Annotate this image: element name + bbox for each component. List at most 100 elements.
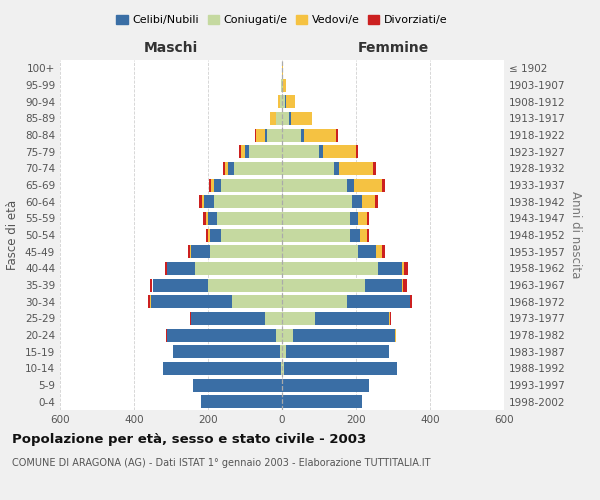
Bar [206, 212, 208, 225]
Bar [354, 178, 382, 192]
Bar [281, 362, 282, 375]
Bar [276, 112, 277, 125]
Bar [282, 145, 319, 158]
Bar [245, 145, 249, 158]
Legend: Celibi/Nubili, Coniugati/e, Vedovi/e, Divorziati/e: Celibi/Nubili, Coniugati/e, Vedovi/e, Di… [112, 10, 452, 30]
Bar [282, 395, 362, 408]
Bar [265, 128, 267, 141]
Bar [208, 278, 282, 291]
Bar [152, 278, 208, 291]
Bar [256, 128, 265, 141]
Text: Popolazione per età, sesso e stato civile - 2003: Popolazione per età, sesso e stato civil… [12, 432, 366, 446]
Bar [350, 212, 358, 225]
Bar [389, 312, 390, 325]
Bar [191, 312, 265, 325]
Bar [190, 245, 191, 258]
Bar [282, 345, 286, 358]
Bar [241, 145, 245, 158]
Bar [206, 228, 208, 241]
Bar [301, 128, 304, 141]
Bar [195, 262, 282, 275]
Bar [282, 62, 283, 75]
Bar [200, 395, 282, 408]
Bar [150, 278, 152, 291]
Bar [335, 128, 337, 141]
Bar [267, 128, 282, 141]
Bar [165, 262, 167, 275]
Bar [358, 212, 367, 225]
Bar [202, 195, 204, 208]
Bar [282, 195, 352, 208]
Bar [281, 78, 282, 92]
Bar [340, 162, 373, 175]
Bar [167, 262, 195, 275]
Bar [347, 178, 354, 192]
Bar [223, 162, 224, 175]
Bar [193, 378, 282, 392]
Bar [188, 245, 190, 258]
Bar [214, 178, 221, 192]
Bar [358, 245, 376, 258]
Bar [280, 345, 282, 358]
Bar [283, 78, 286, 92]
Bar [151, 295, 232, 308]
Bar [282, 112, 289, 125]
Bar [304, 128, 335, 141]
Bar [395, 328, 397, 342]
Bar [403, 278, 407, 291]
Bar [148, 295, 150, 308]
Y-axis label: Fasce di età: Fasce di età [7, 200, 19, 270]
Bar [282, 128, 301, 141]
Bar [378, 262, 402, 275]
Bar [270, 112, 276, 125]
Bar [234, 162, 282, 175]
Bar [402, 262, 404, 275]
Bar [352, 195, 362, 208]
Bar [163, 362, 281, 375]
Bar [224, 162, 229, 175]
Bar [191, 245, 210, 258]
Bar [347, 295, 410, 308]
Bar [402, 278, 403, 291]
Bar [404, 262, 408, 275]
Bar [282, 328, 293, 342]
Bar [211, 178, 214, 192]
Bar [382, 245, 385, 258]
Text: Maschi: Maschi [144, 41, 198, 55]
Bar [282, 295, 347, 308]
Bar [150, 295, 151, 308]
Bar [293, 328, 395, 342]
Bar [367, 228, 369, 241]
Bar [221, 178, 282, 192]
Bar [316, 312, 389, 325]
Bar [210, 228, 221, 241]
Bar [286, 345, 389, 358]
Bar [282, 212, 350, 225]
Bar [289, 112, 291, 125]
Bar [277, 112, 282, 125]
Bar [190, 312, 191, 325]
Bar [360, 228, 367, 241]
Bar [199, 195, 202, 208]
Bar [278, 95, 280, 108]
Bar [350, 228, 360, 241]
Bar [282, 278, 365, 291]
Bar [209, 178, 211, 192]
Bar [367, 212, 369, 225]
Bar [282, 178, 347, 192]
Bar [282, 262, 378, 275]
Bar [217, 212, 282, 225]
Bar [282, 78, 283, 92]
Bar [232, 295, 282, 308]
Bar [410, 295, 412, 308]
Bar [208, 228, 210, 241]
Bar [376, 245, 382, 258]
Bar [282, 228, 350, 241]
Bar [249, 145, 282, 158]
Bar [203, 212, 206, 225]
Bar [282, 378, 369, 392]
Bar [356, 145, 358, 158]
Bar [373, 162, 376, 175]
Bar [166, 328, 167, 342]
Bar [239, 145, 241, 158]
